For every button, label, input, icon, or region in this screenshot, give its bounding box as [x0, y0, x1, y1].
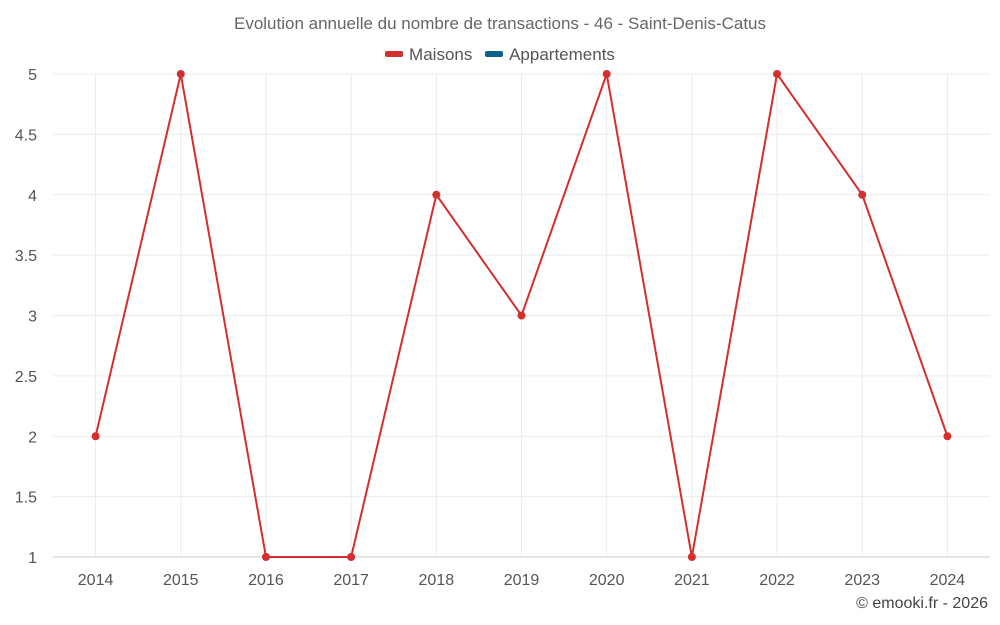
data-point — [176, 70, 185, 78]
x-tick-label: 2014 — [78, 572, 114, 589]
y-tick-label: 3.5 — [15, 248, 37, 265]
legend-label-appartements: Appartements — [509, 45, 615, 64]
x-tick-label: 2016 — [248, 572, 284, 589]
x-tick-label: 2018 — [419, 572, 455, 589]
y-tick-label: 2 — [28, 429, 37, 446]
data-point — [943, 432, 952, 441]
data-point — [432, 190, 441, 199]
data-point — [858, 190, 867, 199]
data-point — [517, 311, 526, 320]
y-tick-label: 4 — [28, 188, 37, 205]
legend-swatch-maisons — [385, 50, 404, 57]
x-tick-label: 2024 — [930, 572, 966, 589]
y-tick-label: 5 — [28, 67, 37, 84]
y-tick-label: 4.5 — [15, 127, 37, 144]
data-point — [91, 432, 100, 441]
data-point — [687, 553, 696, 561]
x-tick-label: 2022 — [759, 572, 795, 589]
x-tick-label: 2017 — [333, 572, 369, 589]
legend: Maisons Appartements — [0, 45, 1000, 65]
y-tick-label: 2.5 — [15, 369, 37, 386]
data-point — [602, 70, 611, 78]
y-tick-label: 1.5 — [15, 490, 37, 507]
y-tick-label: 1 — [28, 550, 37, 567]
data-point — [773, 70, 782, 78]
x-tick-label: 2020 — [589, 572, 625, 589]
legend-swatch-appartements — [485, 50, 504, 57]
legend-label-maisons: Maisons — [409, 45, 473, 64]
data-point — [347, 553, 356, 561]
x-tick-label: 2023 — [844, 572, 880, 589]
data-point — [261, 553, 270, 561]
x-tick-label: 2021 — [674, 572, 710, 589]
x-tick-label: 2019 — [504, 572, 540, 589]
y-tick-label: 3 — [28, 309, 37, 326]
watermark: © emooki.fr - 2026 — [856, 595, 988, 612]
legend-item-maisons[interactable]: Maisons — [385, 45, 472, 65]
chart-title: Evolution annuelle du nombre de transact… — [233, 14, 766, 33]
legend-item-appartements[interactable]: Appartements — [485, 45, 615, 65]
x-tick-label: 2015 — [163, 572, 199, 589]
